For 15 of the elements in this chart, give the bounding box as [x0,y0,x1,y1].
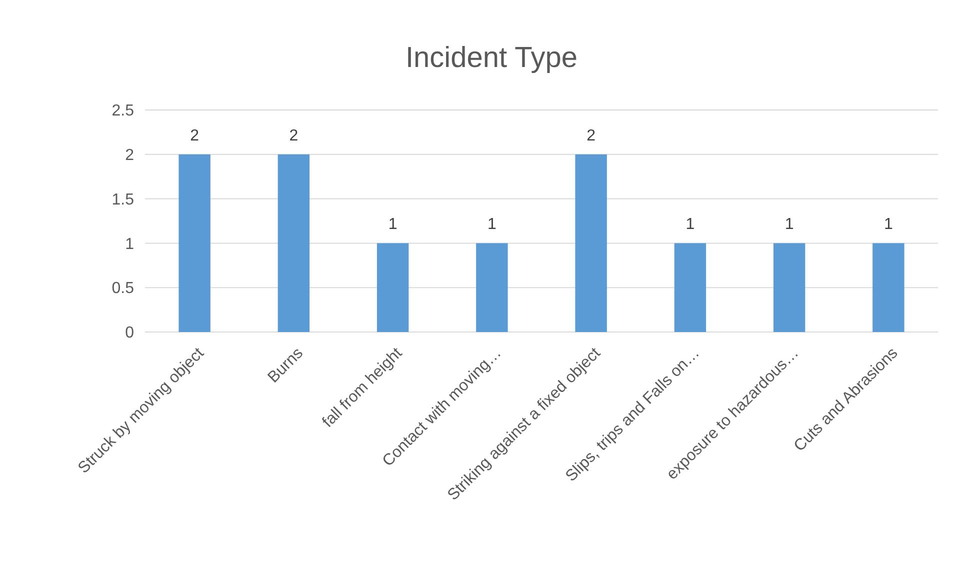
y-tick-label: 2 [125,147,134,164]
data-label: 1 [388,216,398,234]
y-tick-label: 0.5 [112,280,134,298]
y-tick-label: 1 [125,236,134,253]
data-label: 1 [784,216,794,234]
data-label: 1 [686,216,695,234]
data-label: 1 [884,216,893,234]
data-label: 1 [487,216,496,234]
data-label: 2 [190,127,200,144]
y-tick-label: 0 [125,324,134,342]
data-label: 2 [586,127,596,144]
chart-title: Incident Type [406,42,578,74]
y-tick-label: 1.5 [112,191,134,208]
data-label: 2 [289,127,298,144]
y-tick-label: 2.5 [112,102,134,120]
